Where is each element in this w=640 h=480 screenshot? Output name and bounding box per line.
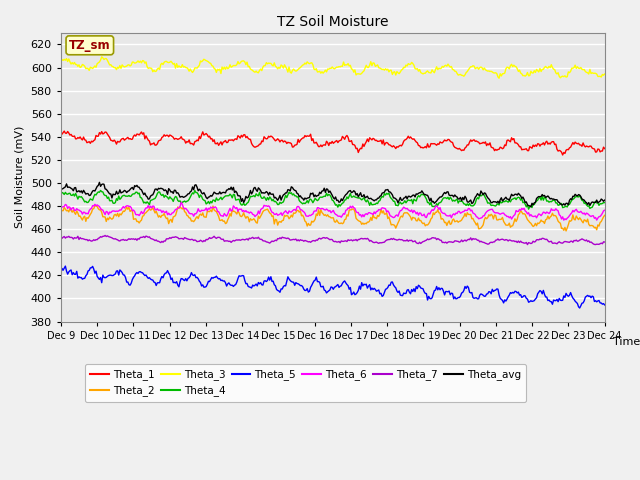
Theta_3	[601, 71, 609, 77]
Theta_1	[227, 137, 235, 143]
Theta_7	[287, 237, 295, 243]
Theta_7	[101, 233, 109, 239]
Theta_1	[552, 141, 560, 147]
Theta_avg	[95, 180, 103, 185]
Theta_7	[227, 240, 235, 245]
Theta_1	[388, 144, 396, 150]
Theta_2	[57, 208, 65, 214]
Theta_avg	[362, 194, 370, 200]
Theta_avg	[553, 197, 561, 203]
Theta_6	[177, 199, 185, 205]
Line: Theta_1: Theta_1	[61, 131, 605, 155]
Theta_avg	[287, 184, 295, 190]
Theta_1	[60, 128, 68, 134]
Theta_7	[57, 236, 65, 241]
Theta_avg	[388, 192, 396, 198]
Line: Theta_4: Theta_4	[61, 191, 605, 209]
Theta_5	[552, 298, 560, 303]
Theta_6	[287, 209, 295, 215]
Theta_3	[287, 70, 295, 76]
Line: Theta_5: Theta_5	[61, 266, 605, 308]
Theta_3	[388, 72, 396, 77]
Theta_6	[601, 207, 609, 213]
Title: TZ Soil Moisture: TZ Soil Moisture	[277, 15, 388, 29]
Theta_5	[227, 282, 235, 288]
Theta_7	[524, 242, 531, 248]
Theta_avg	[458, 198, 465, 204]
Theta_2	[458, 217, 465, 223]
Theta_4	[97, 188, 104, 193]
Text: TZ_sm: TZ_sm	[69, 39, 111, 52]
Theta_2	[552, 213, 560, 219]
Theta_avg	[227, 184, 235, 190]
Theta_1	[559, 152, 566, 158]
Theta_6	[552, 206, 560, 212]
Theta_7	[553, 241, 561, 247]
Line: Theta_6: Theta_6	[61, 202, 605, 220]
Theta_4	[388, 197, 396, 203]
Theta_avg	[601, 197, 609, 203]
Theta_5	[362, 281, 370, 287]
Theta_5	[458, 290, 465, 296]
Theta_1	[287, 141, 295, 146]
Theta_5	[57, 271, 65, 276]
Theta_2	[562, 228, 570, 234]
Theta_7	[458, 237, 465, 243]
Theta_3	[57, 59, 65, 64]
Theta_6	[362, 211, 370, 216]
Theta_avg	[527, 204, 534, 210]
Theta_5	[287, 279, 295, 285]
Theta_1	[362, 139, 370, 144]
Theta_3	[362, 62, 370, 68]
Theta_2	[91, 203, 99, 209]
Line: Theta_3: Theta_3	[61, 57, 605, 78]
Theta_4	[227, 192, 235, 198]
Theta_5	[601, 302, 609, 308]
Theta_4	[553, 200, 561, 206]
Theta_7	[388, 237, 396, 242]
Theta_5	[388, 279, 396, 285]
Line: Theta_7: Theta_7	[61, 236, 605, 245]
Theta_2	[362, 221, 370, 227]
Theta_2	[601, 213, 609, 218]
Theta_7	[601, 239, 609, 245]
Theta_4	[601, 200, 609, 205]
Theta_5	[61, 263, 69, 269]
Theta_6	[227, 208, 235, 214]
Theta_4	[458, 198, 465, 204]
Theta_6	[560, 217, 568, 223]
Y-axis label: Soil Moisture (mV): Soil Moisture (mV)	[15, 126, 25, 228]
Theta_2	[287, 212, 295, 218]
Theta_1	[458, 148, 465, 154]
Theta_3	[227, 64, 235, 70]
Theta_6	[57, 206, 65, 212]
Legend: Theta_1, Theta_2, Theta_3, Theta_4, Theta_5, Theta_6, Theta_7, Theta_avg: Theta_1, Theta_2, Theta_3, Theta_4, Thet…	[85, 364, 526, 402]
Theta_avg	[57, 187, 65, 192]
Theta_3	[553, 71, 561, 77]
Theta_4	[525, 206, 532, 212]
Theta_4	[57, 192, 65, 197]
Theta_4	[362, 199, 370, 205]
Theta_4	[287, 190, 295, 195]
Theta_3	[495, 75, 503, 81]
Line: Theta_avg: Theta_avg	[61, 182, 605, 207]
Theta_1	[601, 146, 609, 152]
Theta_1	[57, 132, 65, 137]
Theta_6	[458, 210, 465, 216]
Theta_6	[388, 214, 396, 220]
Theta_2	[227, 213, 235, 219]
X-axis label: Time: Time	[612, 337, 640, 348]
Theta_3	[458, 72, 465, 78]
Theta_7	[362, 236, 370, 242]
Theta_2	[388, 222, 396, 228]
Theta_3	[98, 54, 106, 60]
Theta_5	[576, 305, 584, 311]
Line: Theta_2: Theta_2	[61, 206, 605, 231]
